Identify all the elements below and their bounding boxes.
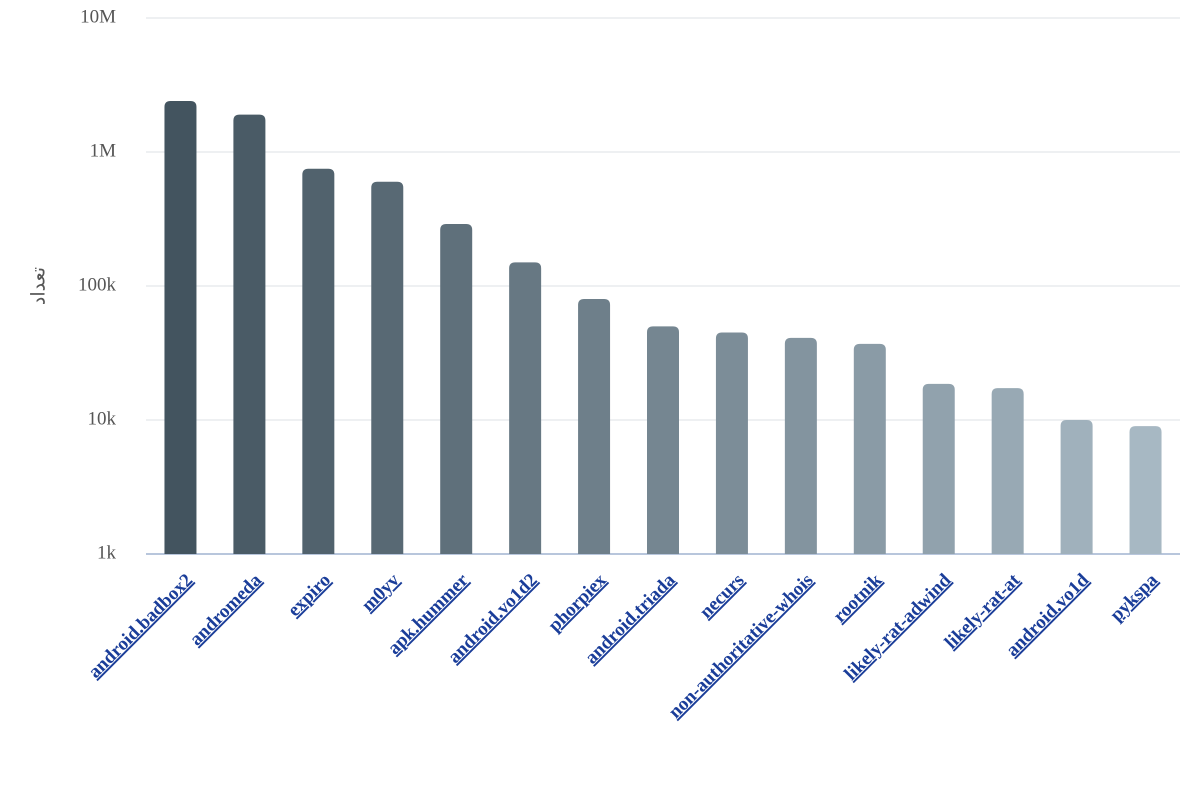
bar	[1060, 420, 1093, 554]
x-tick-link[interactable]: pykspa	[1106, 569, 1162, 625]
x-tick-link[interactable]: rootnik	[829, 569, 886, 626]
x-tick-link[interactable]: necurs	[696, 570, 749, 623]
bar	[578, 298, 611, 554]
bar	[1129, 426, 1162, 554]
y-tick-label: 1k	[97, 542, 117, 563]
x-tick-link[interactable]: m0yv	[358, 569, 405, 616]
bar	[784, 337, 817, 554]
y-axis-title: تعداد	[28, 267, 49, 305]
bar	[991, 388, 1024, 554]
x-tick-link[interactable]: phorpiex	[544, 569, 611, 636]
x-tick-link[interactable]: non-authoritative-whois	[665, 570, 818, 723]
bar	[164, 101, 197, 554]
x-tick-link[interactable]: expiro	[284, 570, 335, 621]
y-tick-label: 10k	[88, 408, 117, 429]
x-tick-link[interactable]: andromeda	[186, 569, 267, 650]
y-tick-label: 10M	[80, 6, 116, 27]
bar	[853, 343, 886, 554]
bar	[922, 383, 955, 554]
bar	[715, 332, 748, 554]
x-tick-link[interactable]: android.badbox2	[84, 570, 197, 683]
bar	[509, 262, 542, 554]
bar	[302, 168, 335, 554]
y-tick-label: 100k	[78, 274, 117, 295]
bar	[233, 114, 266, 554]
y-tick-label: 1M	[90, 140, 117, 161]
bar	[440, 224, 473, 554]
bar	[647, 326, 679, 554]
bar	[371, 181, 404, 555]
